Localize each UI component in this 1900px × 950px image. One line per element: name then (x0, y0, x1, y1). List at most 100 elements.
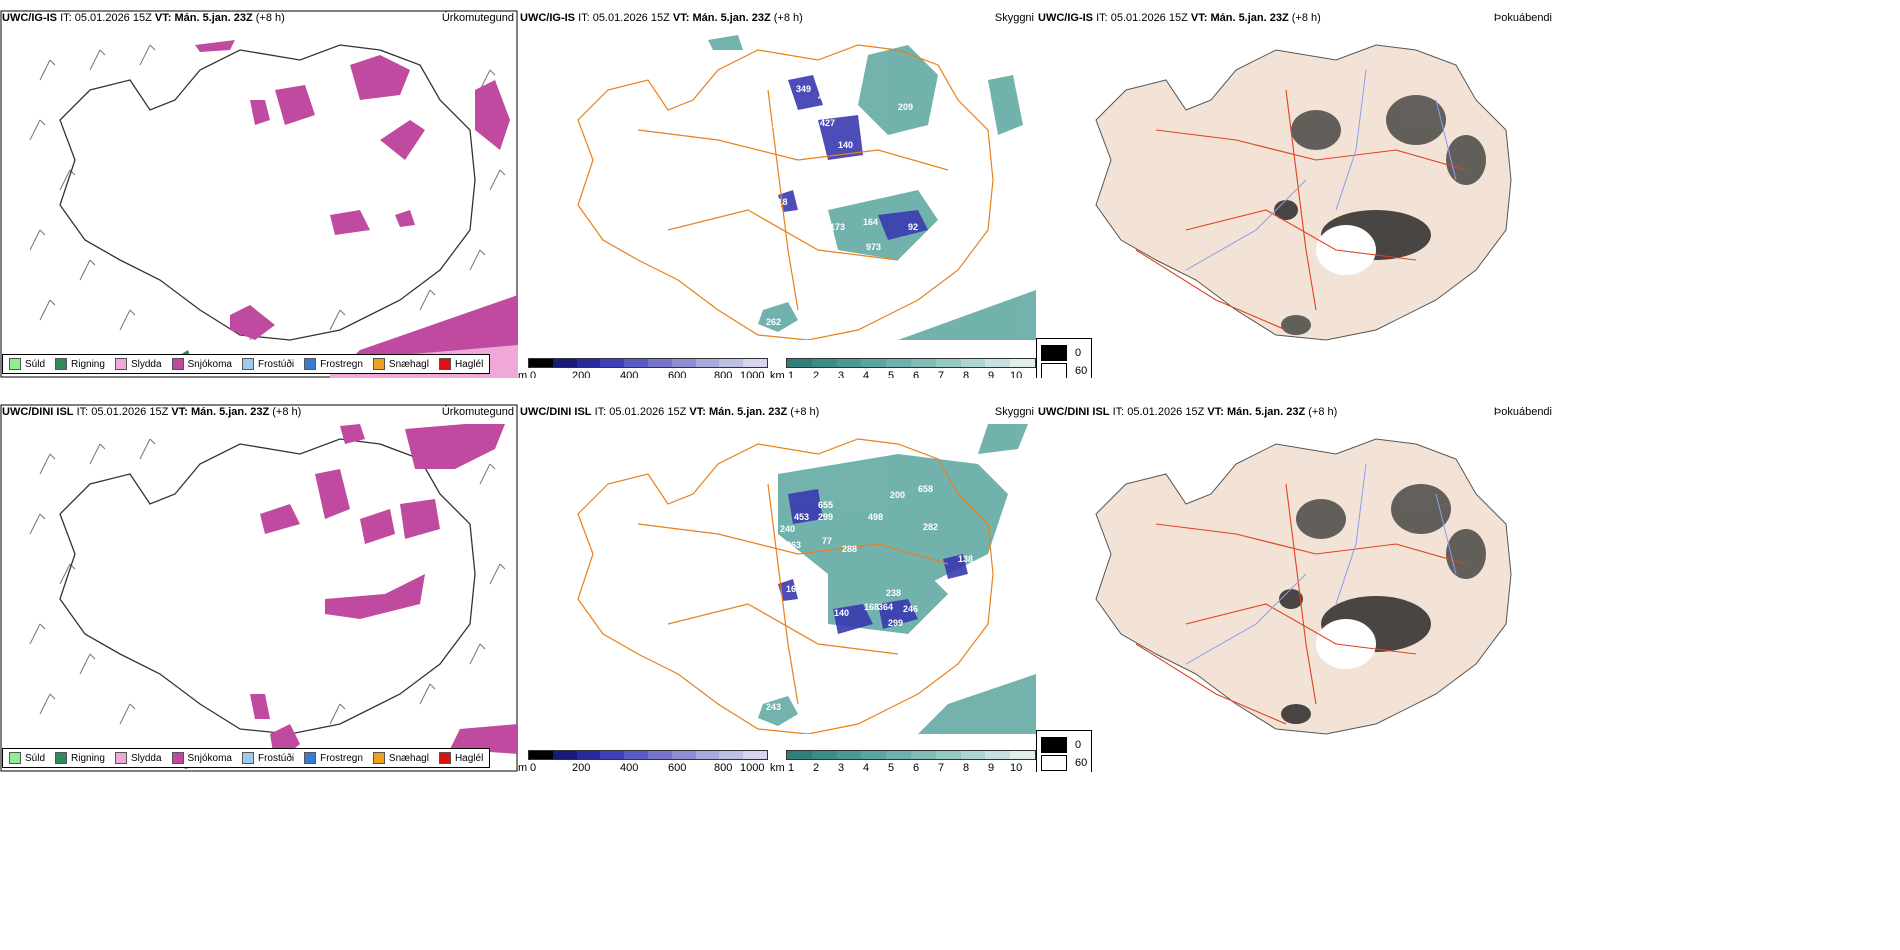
svg-text:209: 209 (898, 102, 913, 112)
ceiling-areas (778, 489, 968, 634)
svg-text:140: 140 (834, 608, 849, 618)
svg-text:299: 299 (888, 618, 903, 628)
visibility-tick: 7 (938, 370, 945, 378)
ceiling-tick: 200 (572, 762, 591, 772)
visibility-tick: 2 (813, 370, 820, 378)
panel-title: Þokuábendi (1493, 406, 1552, 418)
svg-text:77: 77 (822, 536, 832, 546)
panel-header: UWC/DINI ISL IT: 05.01.2026 15Z VT: Mán.… (520, 406, 820, 418)
visibility-tick: 1 (788, 762, 795, 772)
legend-item: Frostúði (241, 752, 294, 764)
ceiling-colorbar: m 0 200 400 600 800 1000 (518, 750, 768, 772)
ceiling-unit: m (518, 762, 528, 772)
roads (1135, 89, 1467, 331)
rivers (1185, 463, 1457, 665)
visibility-panel-bottom: UWC/DINI ISL IT: 05.01.2026 15Z VT: Mán.… (518, 404, 1036, 772)
panel-title: Skyggni (994, 12, 1034, 24)
ceiling-labels: 655 453 299 240 263 77 498 288 166 238 1… (766, 484, 973, 712)
ceiling-tick: 800 (714, 762, 733, 772)
wind-barbs (29, 438, 506, 725)
iceland-outline (59, 438, 476, 735)
svg-text:92: 92 (908, 222, 918, 232)
precip-map (0, 10, 518, 378)
svg-text:164: 164 (863, 217, 878, 227)
svg-text:288: 288 (842, 544, 857, 554)
ceiling-tick: 1000 (740, 762, 765, 772)
visibility-tick: 10 (1010, 762, 1023, 772)
visibility-tick: 9 (988, 762, 995, 772)
ceiling-tick: 800 (714, 370, 733, 378)
visibility-tick: 8 (963, 370, 970, 378)
svg-text:364: 364 (878, 602, 893, 612)
svg-text:282: 282 (923, 522, 938, 532)
panel-title: Úrkomutegund (441, 12, 514, 24)
legend-item: Slydda (114, 358, 162, 370)
svg-text:222: 222 (772, 120, 787, 130)
svg-text:427: 427 (820, 118, 835, 128)
visibility-tick: 10 (1010, 370, 1023, 378)
svg-text:498: 498 (868, 512, 883, 522)
panel-title: Þokuábendi (1493, 12, 1552, 24)
legend-item: Haglél (438, 752, 483, 764)
visibility-panel-top: UWC/IG-IS IT: 05.01.2026 15Z VT: Mán. 5.… (518, 10, 1036, 378)
ceiling-tick: 400 (620, 762, 639, 772)
ceiling-tick: 600 (668, 762, 687, 772)
precip-map (0, 404, 518, 772)
fog-legend-label: 60 (1075, 757, 1088, 769)
legend-item: Rigning (55, 752, 105, 764)
panel-header: UWC/IG-IS IT: 05.01.2026 15Z VT: Mán. 5.… (1038, 12, 1321, 24)
visibility-tick: 6 (913, 370, 920, 378)
legend-item: Haglél (438, 358, 483, 370)
visibility-colorbar: km 1 2 3 4 5 6 7 8 9 10 (770, 358, 1036, 378)
roads (577, 44, 994, 340)
visibility-tick: 4 (863, 762, 870, 772)
precip-legend: Súld Rigning Slydda Snjókoma Frostúði Fr… (2, 354, 491, 374)
svg-text:240: 240 (780, 524, 795, 534)
svg-text:144: 144 (823, 174, 838, 184)
visibility-areas (758, 424, 1036, 734)
glacier-white (1316, 619, 1376, 669)
visibility-tick: 8 (963, 762, 970, 772)
visibility-tick: 1 (788, 370, 795, 378)
ceiling-tick: 1000 (740, 370, 765, 378)
visibility-map: 349 451 200 411 427 222 140 140 144 162 … (577, 35, 1036, 340)
visibility-tick: 4 (863, 370, 870, 378)
ceiling-tick: 600 (668, 370, 687, 378)
panel-title: Skyggni (994, 406, 1034, 418)
legend-item: Súld (9, 358, 45, 370)
legend-item: Frostúði (241, 358, 294, 370)
fog-legend-label: 60 (1075, 365, 1088, 377)
rivers (1185, 69, 1457, 271)
svg-text:138: 138 (958, 554, 973, 564)
svg-text:349: 349 (796, 84, 811, 94)
ceiling-tick: 0 (530, 370, 537, 378)
fog-panel-top: UWC/IG-IS IT: 05.01.2026 15Z VT: Mán. 5.… (1036, 10, 1556, 378)
legend-item: Rigning (55, 358, 105, 370)
svg-text:140: 140 (838, 140, 853, 150)
legend-item: Snjókoma (171, 358, 232, 370)
ceiling-tick: 0 (530, 762, 537, 772)
legend-item: Slydda (114, 752, 162, 764)
precip-type-panel-top: UWC/IG-IS IT: 05.01.2026 15Z VT: Mán. 5.… (0, 10, 518, 378)
iceland-outline (59, 44, 476, 341)
fog-legend: 0 60 (1036, 730, 1093, 772)
svg-text:246: 246 (903, 604, 918, 614)
legend-item: Snæhagl (372, 752, 429, 764)
svg-text:655: 655 (818, 500, 833, 510)
legend-item: Snæhagl (372, 358, 429, 370)
ceiling-labels: 349 451 200 411 427 222 140 140 144 162 … (766, 84, 963, 327)
svg-text:140: 140 (796, 130, 811, 140)
svg-text:173: 173 (830, 222, 845, 232)
svg-text:162: 162 (853, 174, 868, 184)
svg-text:200: 200 (780, 104, 795, 114)
ceiling-tick: 400 (620, 370, 639, 378)
panel-title: Úrkomutegund (441, 406, 514, 418)
panel-header: UWC/IG-IS IT: 05.01.2026 15Z VT: Mán. 5.… (520, 12, 803, 24)
visibility-tick: 2 (813, 762, 820, 772)
visibility-tick: 5 (888, 762, 895, 772)
land (1095, 44, 1512, 341)
visibility-unit: km (770, 370, 785, 378)
precip-type-panel-bottom: UWC/DINI ISL IT: 05.01.2026 15Z VT: Mán.… (0, 404, 518, 772)
visibility-tick: 9 (988, 370, 995, 378)
ceiling-unit: m (518, 370, 528, 378)
